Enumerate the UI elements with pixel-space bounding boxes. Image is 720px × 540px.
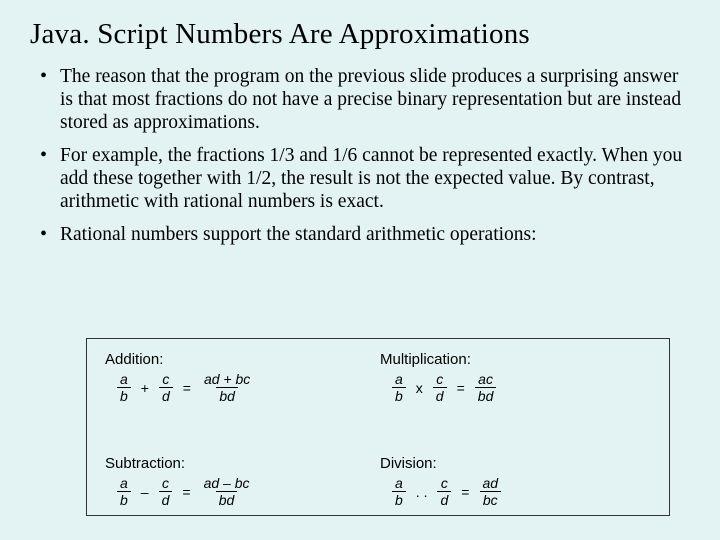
equals-icon: = (457, 380, 465, 396)
addition-label: Addition: (103, 351, 378, 368)
division-equation: a b . . c d = ad bc (378, 476, 653, 507)
operations-box: Addition: a b + c d = ad + bc bd Multi (86, 338, 670, 516)
numerator: c (159, 372, 172, 387)
plus-icon: + (141, 380, 149, 396)
subtraction-equation: a b – c d = ad – bc bd (103, 476, 378, 507)
fraction: c d (437, 476, 451, 507)
numerator: ad (479, 476, 501, 491)
multiplication-equation: a b x c d = ac bd (378, 372, 653, 403)
ops-row-bottom: Subtraction: a b – c d = ad – bc bd Di (103, 455, 653, 507)
numerator: a (392, 476, 406, 491)
subtraction-block: Subtraction: a b – c d = ad – bc bd (103, 455, 378, 507)
fraction: a b (117, 476, 131, 507)
equals-icon: = (182, 484, 190, 500)
denominator: bd (216, 491, 238, 507)
numerator: c (159, 476, 172, 491)
denominator: bd (216, 387, 238, 403)
divide-icon: . . (416, 484, 428, 500)
equals-icon: = (461, 484, 469, 500)
bullet-item: For example, the fractions 1/3 and 1/6 c… (38, 144, 690, 213)
fraction: ad – bc bd (201, 476, 253, 507)
numerator: a (392, 372, 406, 387)
denominator: d (433, 387, 447, 403)
numerator: a (117, 476, 131, 491)
fraction: ad bc (479, 476, 501, 507)
numerator: c (438, 476, 451, 491)
slide-title: Java. Script Numbers Are Approximations (30, 18, 690, 51)
fraction: c d (159, 476, 173, 507)
bullet-list: The reason that the program on the previ… (30, 65, 690, 246)
fraction: c d (159, 372, 173, 403)
multiplication-label: Multiplication: (378, 351, 653, 368)
numerator: c (433, 372, 446, 387)
ops-row-top: Addition: a b + c d = ad + bc bd Multi (103, 351, 653, 403)
denominator: d (159, 491, 173, 507)
fraction: a b (117, 372, 131, 403)
division-label: Division: (378, 455, 653, 472)
denominator: b (392, 387, 406, 403)
denominator: b (392, 491, 406, 507)
numerator: ac (475, 372, 496, 387)
numerator: ad – bc (201, 476, 253, 491)
multiplication-block: Multiplication: a b x c d = ac bd (378, 351, 653, 403)
addition-equation: a b + c d = ad + bc bd (103, 372, 378, 403)
fraction: c d (433, 372, 447, 403)
fraction: ad + bc bd (201, 372, 253, 403)
addition-block: Addition: a b + c d = ad + bc bd (103, 351, 378, 403)
denominator: b (117, 491, 131, 507)
division-block: Division: a b . . c d = ad bc (378, 455, 653, 507)
denominator: b (117, 387, 131, 403)
minus-icon: – (141, 484, 149, 500)
bullet-item: The reason that the program on the previ… (38, 65, 690, 134)
fraction: a b (392, 372, 406, 403)
denominator: bc (480, 491, 501, 507)
equals-icon: = (183, 380, 191, 396)
times-icon: x (416, 380, 423, 396)
denominator: d (159, 387, 173, 403)
fraction: a b (392, 476, 406, 507)
denominator: bd (475, 387, 497, 403)
numerator: a (117, 372, 131, 387)
bullet-item: Rational numbers support the standard ar… (38, 223, 690, 246)
numerator: ad + bc (201, 372, 253, 387)
fraction: ac bd (475, 372, 497, 403)
subtraction-label: Subtraction: (103, 455, 378, 472)
denominator: d (437, 491, 451, 507)
